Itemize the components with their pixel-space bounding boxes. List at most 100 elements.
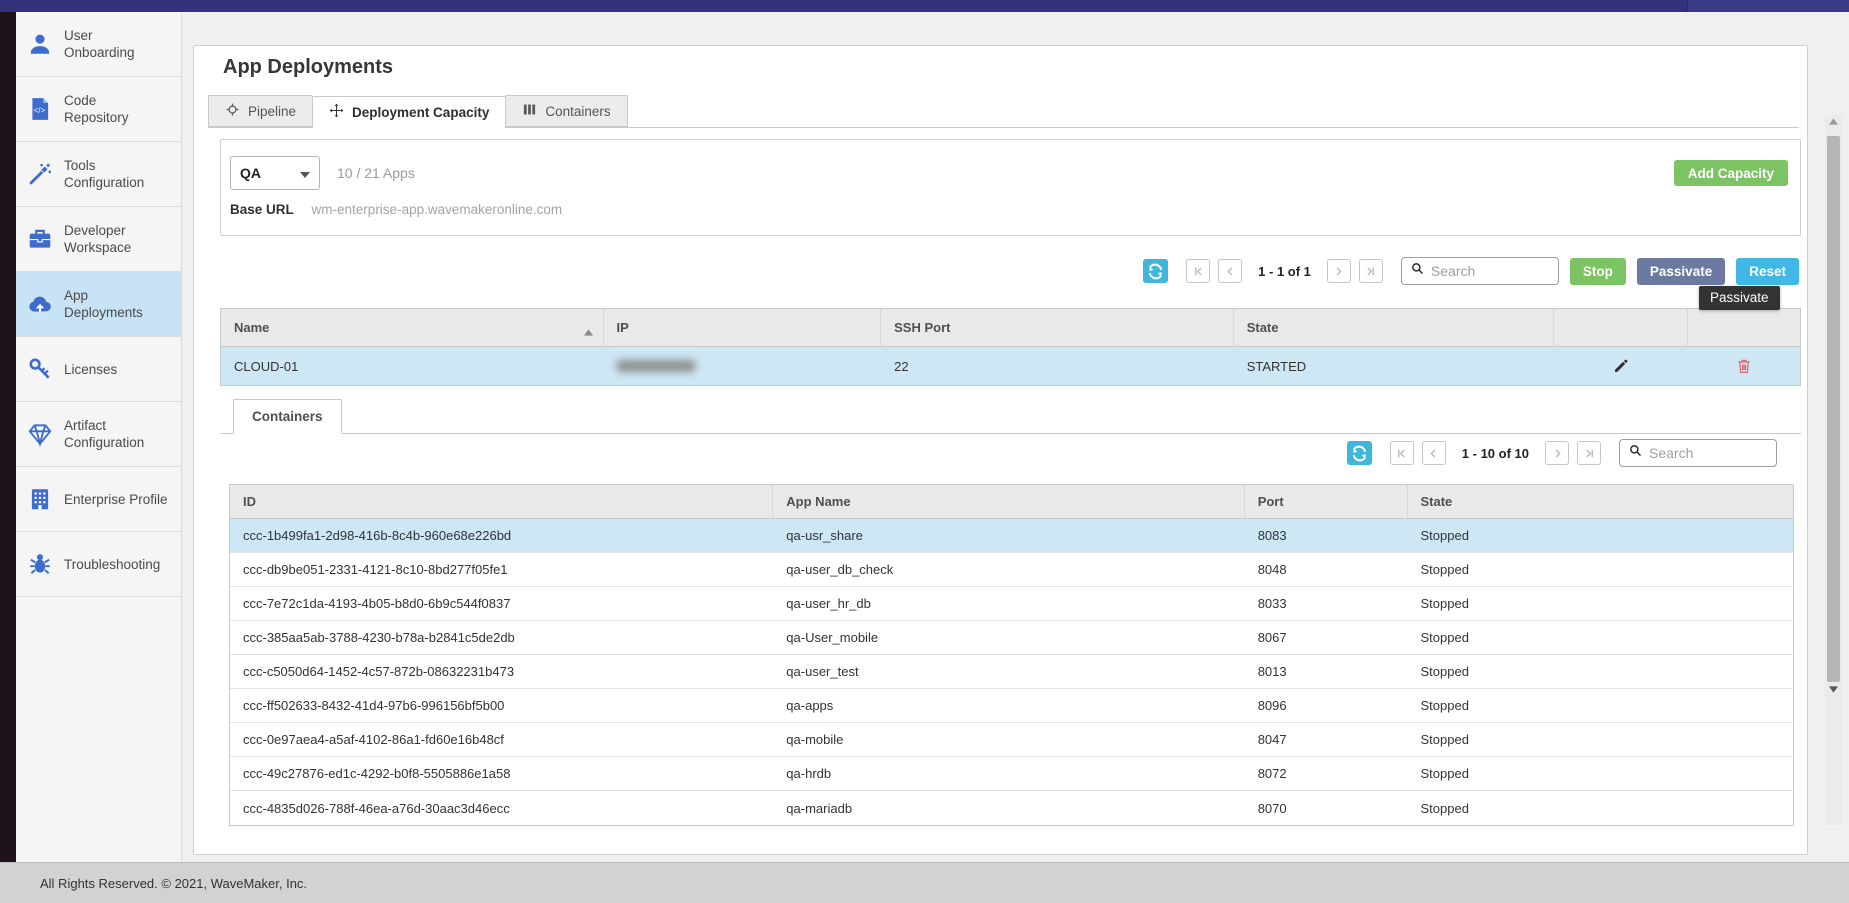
refresh-icon[interactable] bbox=[1346, 441, 1372, 465]
container-app-name: qa-user_hr_db bbox=[786, 596, 871, 611]
top-navigation-bar bbox=[0, 0, 1849, 12]
apps-summary: 10 / 21 Apps bbox=[337, 165, 415, 181]
containers-table: ID App Name Port State ccc-1b499fa1-2d98… bbox=[229, 484, 1794, 826]
column-header-id[interactable]: ID bbox=[230, 485, 774, 518]
container-row[interactable]: ccc-ff502633-8432-41d4-97b6-996156bf5b00… bbox=[230, 689, 1793, 723]
container-id: ccc-ff502633-8432-41d4-97b6-996156bf5b00 bbox=[243, 698, 505, 713]
sidebar-item-artifact-configuration[interactable]: Artifact Configuration bbox=[16, 402, 181, 467]
building-icon bbox=[25, 484, 55, 514]
scroll-down-icon[interactable] bbox=[1825, 686, 1842, 693]
environment-value: QA bbox=[240, 165, 261, 181]
containers-toolbar: 1 - 10 of 10 bbox=[1346, 438, 1777, 468]
sidebar-item-developer-workspace[interactable]: Developer Workspace bbox=[16, 207, 181, 272]
previous-page-button[interactable] bbox=[1421, 441, 1446, 465]
container-row[interactable]: ccc-c5050d64-1452-4c57-872b-08632231b473… bbox=[230, 655, 1793, 689]
user-icon bbox=[25, 29, 55, 59]
column-header-state[interactable]: State bbox=[1234, 309, 1555, 346]
sidebar-item-troubleshooting[interactable]: Troubleshooting bbox=[16, 532, 181, 597]
app-deployments-card: App Deployments Pipeline Deployment Capa… bbox=[193, 45, 1808, 855]
edit-icon[interactable] bbox=[1612, 357, 1630, 375]
search-input[interactable] bbox=[1649, 445, 1764, 461]
passivate-button[interactable]: Passivate bbox=[1636, 257, 1726, 285]
tab-label: Deployment Capacity bbox=[352, 104, 490, 120]
column-header-ssh-port[interactable]: SSH Port bbox=[881, 309, 1234, 346]
search-input[interactable] bbox=[1430, 263, 1546, 279]
sidebar-item-licenses[interactable]: Licenses bbox=[16, 337, 181, 402]
container-row[interactable]: ccc-49c27876-ed1c-4292-b0f8-5505886e1a58… bbox=[230, 757, 1793, 791]
next-page-button[interactable] bbox=[1545, 441, 1569, 465]
sidebar-item-label: Artifact Configuration bbox=[64, 418, 145, 450]
sort-ascending-icon bbox=[583, 324, 593, 339]
first-page-button[interactable] bbox=[1186, 259, 1211, 283]
reset-button[interactable]: Reset bbox=[1736, 257, 1799, 285]
column-header-edit bbox=[1554, 309, 1689, 346]
svg-text:</>: </> bbox=[34, 106, 46, 115]
sidebar-item-label: Enterprise Profile bbox=[64, 491, 168, 507]
last-page-button[interactable] bbox=[1358, 259, 1383, 283]
tab-pipeline[interactable]: Pipeline bbox=[208, 95, 313, 127]
container-row[interactable]: ccc-385aa5ab-3788-4230-b78a-b2841c5de2db… bbox=[230, 621, 1793, 655]
column-header-port[interactable]: Port bbox=[1245, 485, 1408, 518]
sidebar-item-label: Code Repository bbox=[64, 93, 129, 125]
sidebar-item-tools-configuration[interactable]: Tools Configuration bbox=[16, 142, 181, 207]
scroll-up-icon[interactable] bbox=[1825, 118, 1842, 125]
last-page-button[interactable] bbox=[1577, 441, 1601, 465]
container-port: 8083 bbox=[1257, 528, 1287, 543]
stop-button[interactable]: Stop bbox=[1569, 257, 1626, 285]
container-id: ccc-49c27876-ed1c-4292-b0f8-5505886e1a58 bbox=[243, 766, 511, 781]
next-page-button[interactable] bbox=[1326, 259, 1351, 283]
sidebar-item-enterprise-profile[interactable]: Enterprise Profile bbox=[16, 467, 181, 532]
scrollbar-thumb[interactable] bbox=[1827, 136, 1840, 682]
sidebar-item-user-onboarding[interactable]: User Onboarding bbox=[16, 12, 181, 77]
containers-table-header: ID App Name Port State bbox=[230, 485, 1793, 519]
container-state: Stopped bbox=[1420, 596, 1469, 611]
container-id: ccc-db9be051-2331-4121-8c10-8bd277f05fe1 bbox=[243, 562, 508, 577]
tab-label: Pipeline bbox=[248, 103, 297, 119]
environment-select[interactable]: QA bbox=[230, 156, 320, 190]
vertical-scrollbar[interactable] bbox=[1825, 115, 1842, 825]
container-state: Stopped bbox=[1420, 528, 1469, 543]
vm-table-row[interactable]: CLOUD-01 22 STARTED bbox=[221, 347, 1800, 385]
container-row[interactable]: ccc-4835d026-788f-46ea-a76d-30aac3d46ecc… bbox=[230, 791, 1793, 825]
container-row[interactable]: ccc-7e72c1da-4193-4b05-b8d0-6b9c544f0837… bbox=[230, 587, 1793, 621]
cloud-upload-icon bbox=[25, 289, 55, 319]
column-header-state[interactable]: State bbox=[1420, 494, 1453, 509]
tab-containers[interactable]: Containers bbox=[505, 95, 628, 127]
sidebar-item-code-repository[interactable]: </> Code Repository bbox=[16, 77, 181, 142]
container-app-name: qa-user_db_check bbox=[786, 562, 894, 577]
container-row[interactable]: ccc-0e97aea4-a5af-4102-86a1-fd60e16b48cf… bbox=[230, 723, 1793, 757]
container-row[interactable]: ccc-1b499fa1-2d98-416b-8c4b-960e68e226bd… bbox=[230, 519, 1793, 553]
column-header-app-name[interactable]: App Name bbox=[773, 485, 1245, 518]
container-id: ccc-385aa5ab-3788-4230-b78a-b2841c5de2db bbox=[243, 630, 515, 645]
container-state: Stopped bbox=[1420, 766, 1469, 781]
vm-table: Name IP SSH Port State CLOUD-01 22 START… bbox=[220, 308, 1801, 386]
container-row[interactable]: ccc-db9be051-2331-4121-8c10-8bd277f05fe1… bbox=[230, 553, 1793, 587]
container-port: 8072 bbox=[1257, 766, 1287, 781]
sidebar-item-label: Developer Workspace bbox=[64, 223, 132, 255]
passivate-tooltip: Passivate bbox=[1699, 286, 1780, 310]
first-page-button[interactable] bbox=[1389, 441, 1414, 465]
sidebar-item-app-deployments[interactable]: App Deployments bbox=[16, 272, 181, 337]
column-header-ip[interactable]: IP bbox=[604, 309, 882, 346]
container-state: Stopped bbox=[1420, 562, 1469, 577]
vm-ssh-port-cell: 22 bbox=[894, 358, 909, 374]
add-capacity-button[interactable]: Add Capacity bbox=[1673, 160, 1788, 186]
columns-icon bbox=[522, 102, 537, 120]
delete-trash-icon[interactable] bbox=[1735, 357, 1753, 375]
tab-label: Containers bbox=[545, 103, 611, 119]
container-port: 8096 bbox=[1257, 698, 1287, 713]
previous-page-button[interactable] bbox=[1218, 259, 1243, 283]
subtab-containers[interactable]: Containers bbox=[233, 399, 342, 434]
container-port: 8033 bbox=[1257, 596, 1287, 611]
container-port: 8048 bbox=[1257, 562, 1287, 577]
magic-wand-icon bbox=[25, 159, 55, 189]
base-url-value: wm-enterprise-app.wavemakeronline.com bbox=[311, 202, 563, 217]
copyright-text: All Rights Reserved. © 2021, WaveMaker, … bbox=[40, 875, 308, 891]
tab-deployment-capacity[interactable]: Deployment Capacity bbox=[312, 96, 506, 128]
left-edge-strip bbox=[0, 12, 16, 862]
refresh-icon[interactable] bbox=[1143, 259, 1169, 283]
column-header-name[interactable]: Name bbox=[221, 309, 604, 346]
containers-search bbox=[1619, 439, 1777, 467]
sidebar-item-label: Troubleshooting bbox=[64, 556, 161, 572]
move-icon bbox=[329, 103, 344, 121]
